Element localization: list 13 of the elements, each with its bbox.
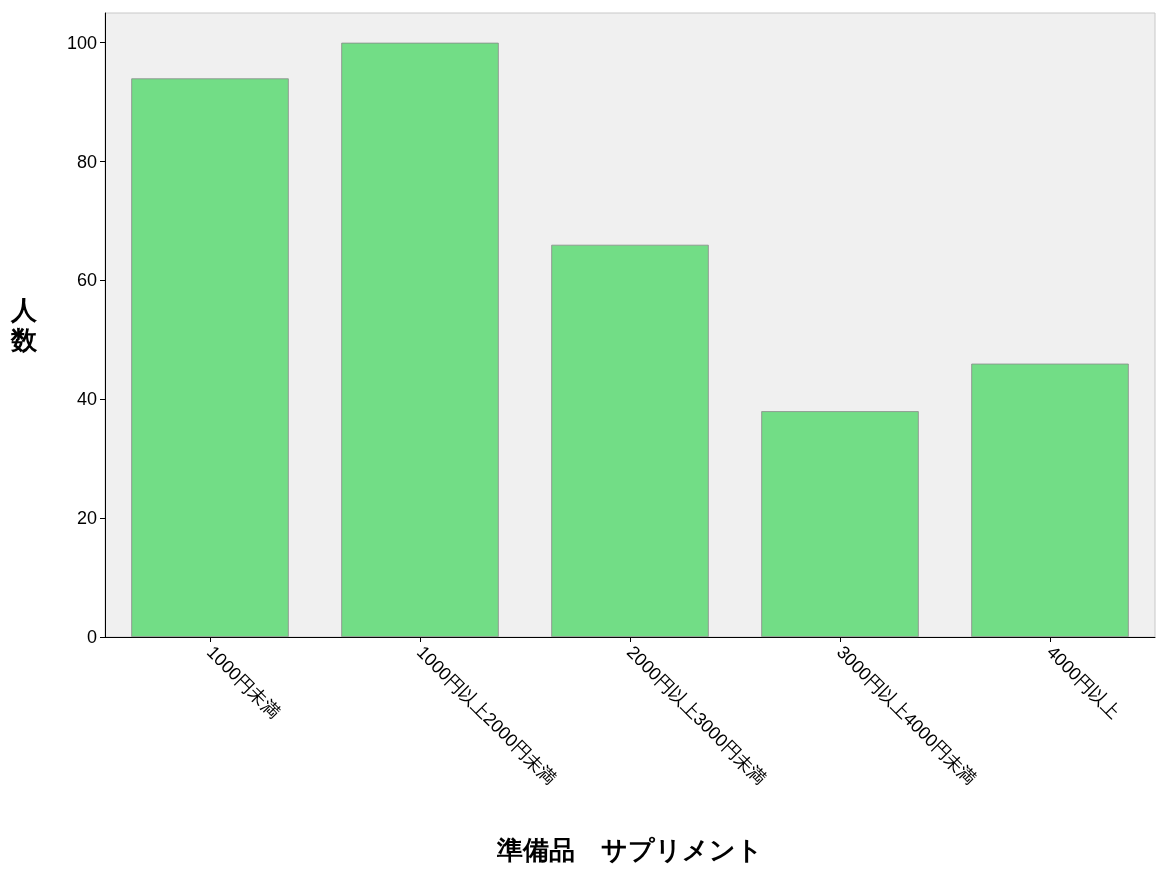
bar — [341, 42, 499, 637]
y-tick-label: 100 — [66, 32, 97, 53]
y-tick-label: 40 — [76, 389, 97, 410]
y-tick-label: 60 — [76, 270, 97, 291]
y-tick-label: 80 — [76, 151, 97, 172]
y-axis-title: 人数 — [10, 295, 38, 355]
y-tick-label: 0 — [86, 627, 97, 647]
bar — [551, 244, 709, 637]
bar — [971, 363, 1129, 637]
bar — [761, 411, 919, 637]
y-tick-label: 20 — [76, 508, 97, 529]
x-axis-title: 準備品 サプリメント — [496, 835, 763, 865]
bar — [131, 78, 289, 637]
